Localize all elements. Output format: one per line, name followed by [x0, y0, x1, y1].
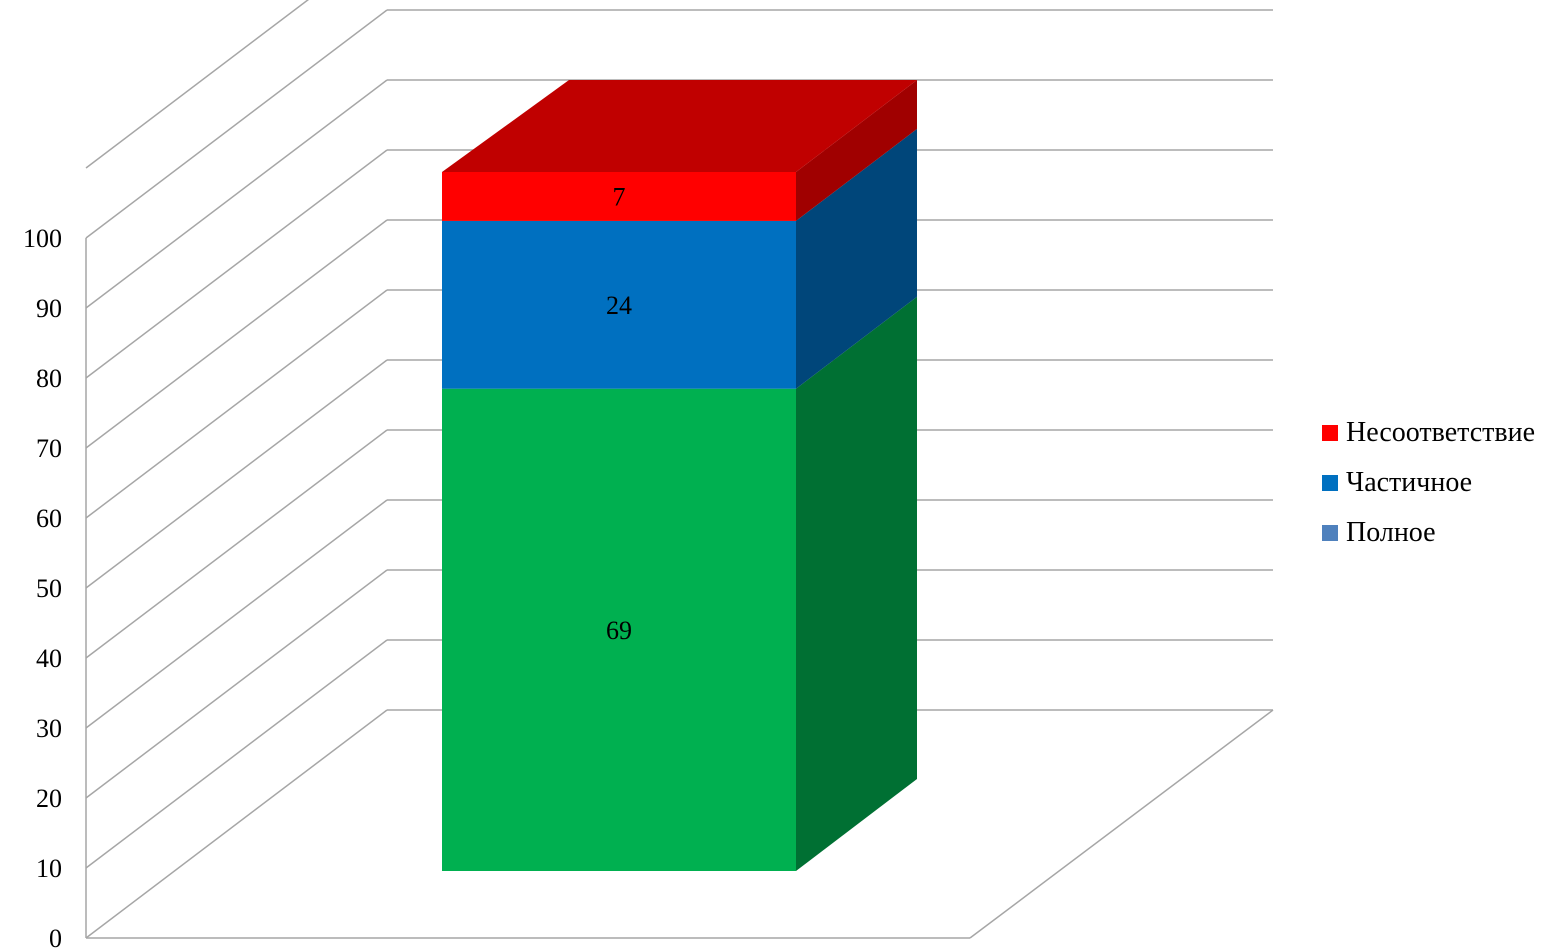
grid-line-diagonal — [85, 79, 388, 309]
y-axis: 0 10 20 30 40 50 60 70 80 90 100 — [23, 224, 87, 951]
grid-line-diagonal — [85, 149, 388, 379]
y-tick-label: 50 — [36, 574, 62, 603]
bar-segment-side — [796, 128, 917, 389]
legend-item: Полное — [1322, 508, 1535, 558]
bar-segment-front — [442, 388, 796, 871]
bar-segment-side — [796, 80, 917, 221]
bar-stack — [442, 80, 917, 871]
grid-line-diagonal — [85, 569, 388, 799]
y-tick-label: 40 — [36, 644, 62, 673]
legend-item: Несоответствие — [1322, 408, 1535, 458]
y-tick-label: 100 — [23, 224, 62, 253]
y-tick-label: 0 — [49, 924, 62, 951]
data-label: 24 — [606, 291, 632, 320]
legend-swatch — [1322, 425, 1338, 441]
grid-line-diagonal — [85, 639, 388, 869]
legend-swatch — [1322, 475, 1338, 491]
grid-line-diagonal — [85, 0, 310, 169]
floor-right-edge — [969, 709, 1274, 939]
legend-label: Несоответствие — [1346, 417, 1535, 448]
y-tick-label: 80 — [36, 364, 62, 393]
y-tick-label: 70 — [36, 434, 62, 463]
legend-label: Частичное — [1346, 467, 1473, 498]
y-tick-label: 20 — [36, 784, 62, 813]
grid-line-diagonal — [85, 289, 388, 519]
grid-line-diagonal — [85, 429, 388, 659]
bar-segment-side — [796, 296, 917, 871]
data-labels: 69 24 7 — [606, 182, 632, 644]
bar-top-face — [442, 80, 917, 172]
legend-swatch — [1322, 525, 1338, 541]
bar-segment-front — [442, 220, 796, 389]
y-tick-label: 60 — [36, 504, 62, 533]
grid-line-diagonal — [85, 499, 388, 729]
legend-label: Полное — [1346, 517, 1436, 548]
grid-line-diagonal — [85, 359, 388, 589]
legend: Несоответствие Частичное Полное — [1322, 408, 1535, 558]
grid-line-diagonal — [85, 219, 388, 449]
bar-segment-front — [442, 172, 796, 221]
y-tick-label: 30 — [36, 714, 62, 743]
data-label: 69 — [606, 616, 632, 645]
grid-line-diagonal — [85, 709, 388, 939]
y-tick-label: 90 — [36, 294, 62, 323]
legend-item: Частичное — [1322, 458, 1535, 508]
grid-line-diagonal — [85, 9, 388, 239]
y-tick-label: 10 — [36, 854, 62, 883]
data-label: 7 — [613, 182, 626, 211]
